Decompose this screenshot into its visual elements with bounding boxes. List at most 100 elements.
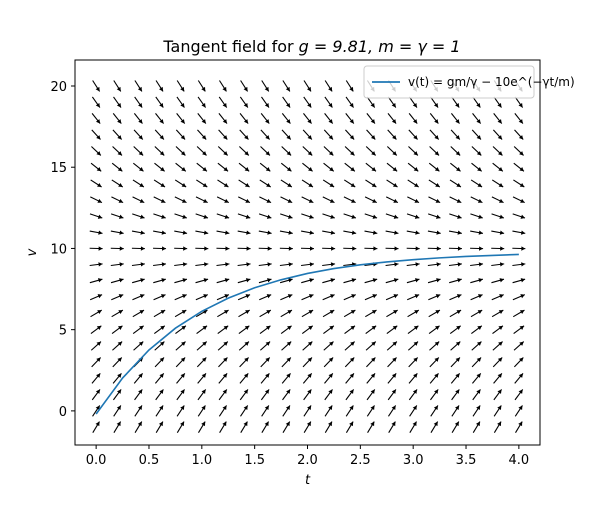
field-arrow [239, 180, 250, 187]
field-arrow-head [371, 103, 375, 108]
field-arrow [491, 230, 504, 234]
field-arrow [387, 326, 397, 334]
field-arrow [174, 246, 187, 250]
field-arrow [153, 214, 165, 219]
field-arrow [345, 146, 354, 155]
field-arrow [195, 246, 208, 250]
field-arrow [325, 389, 333, 399]
field-arrow [322, 278, 335, 283]
field-arrow [494, 405, 501, 416]
field-arrow [473, 422, 480, 433]
field-arrow [90, 246, 103, 250]
field-arrow-head [392, 103, 396, 108]
field-arrow-head [204, 278, 208, 282]
field-arrow-head [265, 103, 269, 108]
field-arrow [261, 113, 269, 123]
field-arrow [472, 163, 482, 171]
field-arrow [494, 373, 502, 383]
field-arrow [450, 310, 461, 317]
field-arrow [198, 97, 206, 108]
field-arrow-head [434, 389, 438, 394]
field-arrow [196, 197, 208, 203]
field-arrow [449, 246, 462, 250]
field-arrow [93, 81, 100, 92]
field-arrow [155, 342, 165, 351]
field-arrow [492, 214, 504, 219]
field-arrow [135, 97, 143, 108]
field-arrow [196, 214, 208, 219]
field-arrow [219, 130, 228, 140]
field-arrow-head [373, 246, 377, 250]
field-arrow-head [223, 103, 227, 108]
field-arrow [409, 373, 417, 383]
field-arrow-head [204, 230, 208, 234]
field-arrow-head [119, 278, 123, 282]
field-arrow [198, 373, 206, 383]
field-arrow [195, 230, 208, 234]
field-arrow [281, 197, 293, 203]
field-arrow [134, 373, 142, 383]
field-arrow [282, 342, 292, 351]
x-tick-label: 1.5 [244, 453, 265, 468]
field-arrow [239, 163, 249, 171]
field-arrow [217, 214, 229, 219]
field-arrow [155, 146, 164, 155]
field-arrow-head [223, 389, 227, 394]
field-arrow [431, 405, 438, 416]
field-arrow [176, 357, 185, 366]
field-arrow [472, 357, 481, 366]
field-arrow [238, 246, 251, 250]
field-arrow [389, 422, 396, 433]
field-arrow [407, 197, 419, 203]
field-arrow [387, 146, 396, 155]
field-arrow [175, 310, 186, 317]
field-arrow [302, 180, 313, 187]
field-arrow [343, 230, 356, 234]
field-arrow [113, 146, 122, 155]
field-arrow [91, 310, 102, 317]
field-arrow-head [352, 278, 356, 282]
field-arrow [280, 230, 293, 234]
y-tick-label: 20 [50, 80, 67, 95]
field-arrow [154, 326, 164, 334]
field-arrow-head [98, 278, 102, 282]
field-arrow [304, 389, 312, 399]
y-tick-label: 5 [59, 324, 67, 339]
field-arrow-head [310, 230, 314, 234]
field-arrow-head [519, 103, 523, 108]
field-arrow [174, 262, 187, 266]
field-arrow [259, 278, 272, 283]
field-arrow [135, 405, 142, 416]
field-arrow [470, 278, 483, 283]
field-arrow [428, 246, 441, 250]
field-arrow [132, 214, 144, 219]
field-arrow [367, 130, 376, 140]
field-arrow [449, 214, 461, 219]
field-arrow-head [120, 246, 124, 250]
field-arrow [470, 262, 483, 266]
field-arrow [429, 163, 439, 171]
field-arrow [450, 163, 460, 171]
field-arrow [428, 294, 440, 300]
field-arrow-head [373, 278, 377, 282]
field-arrow [238, 294, 250, 300]
field-arrow [513, 197, 525, 203]
field-arrow [345, 163, 355, 171]
field-arrow [197, 130, 206, 140]
field-arrow [132, 230, 145, 234]
field-arrow-head [159, 389, 163, 394]
field-arrow [409, 97, 417, 108]
field-arrow [410, 405, 417, 416]
field-arrow [198, 405, 205, 416]
field-arrow-head [497, 389, 501, 394]
field-arrow [367, 97, 375, 108]
field-arrow [409, 130, 418, 140]
field-arrow [428, 262, 441, 266]
chart-title-math: g = 9.81, m = γ = 1 [299, 37, 461, 56]
field-arrow [325, 422, 332, 433]
field-arrow-head [352, 230, 356, 234]
field-arrow [132, 278, 145, 283]
field-arrow-head [394, 246, 398, 250]
field-arrow-head [478, 278, 482, 282]
